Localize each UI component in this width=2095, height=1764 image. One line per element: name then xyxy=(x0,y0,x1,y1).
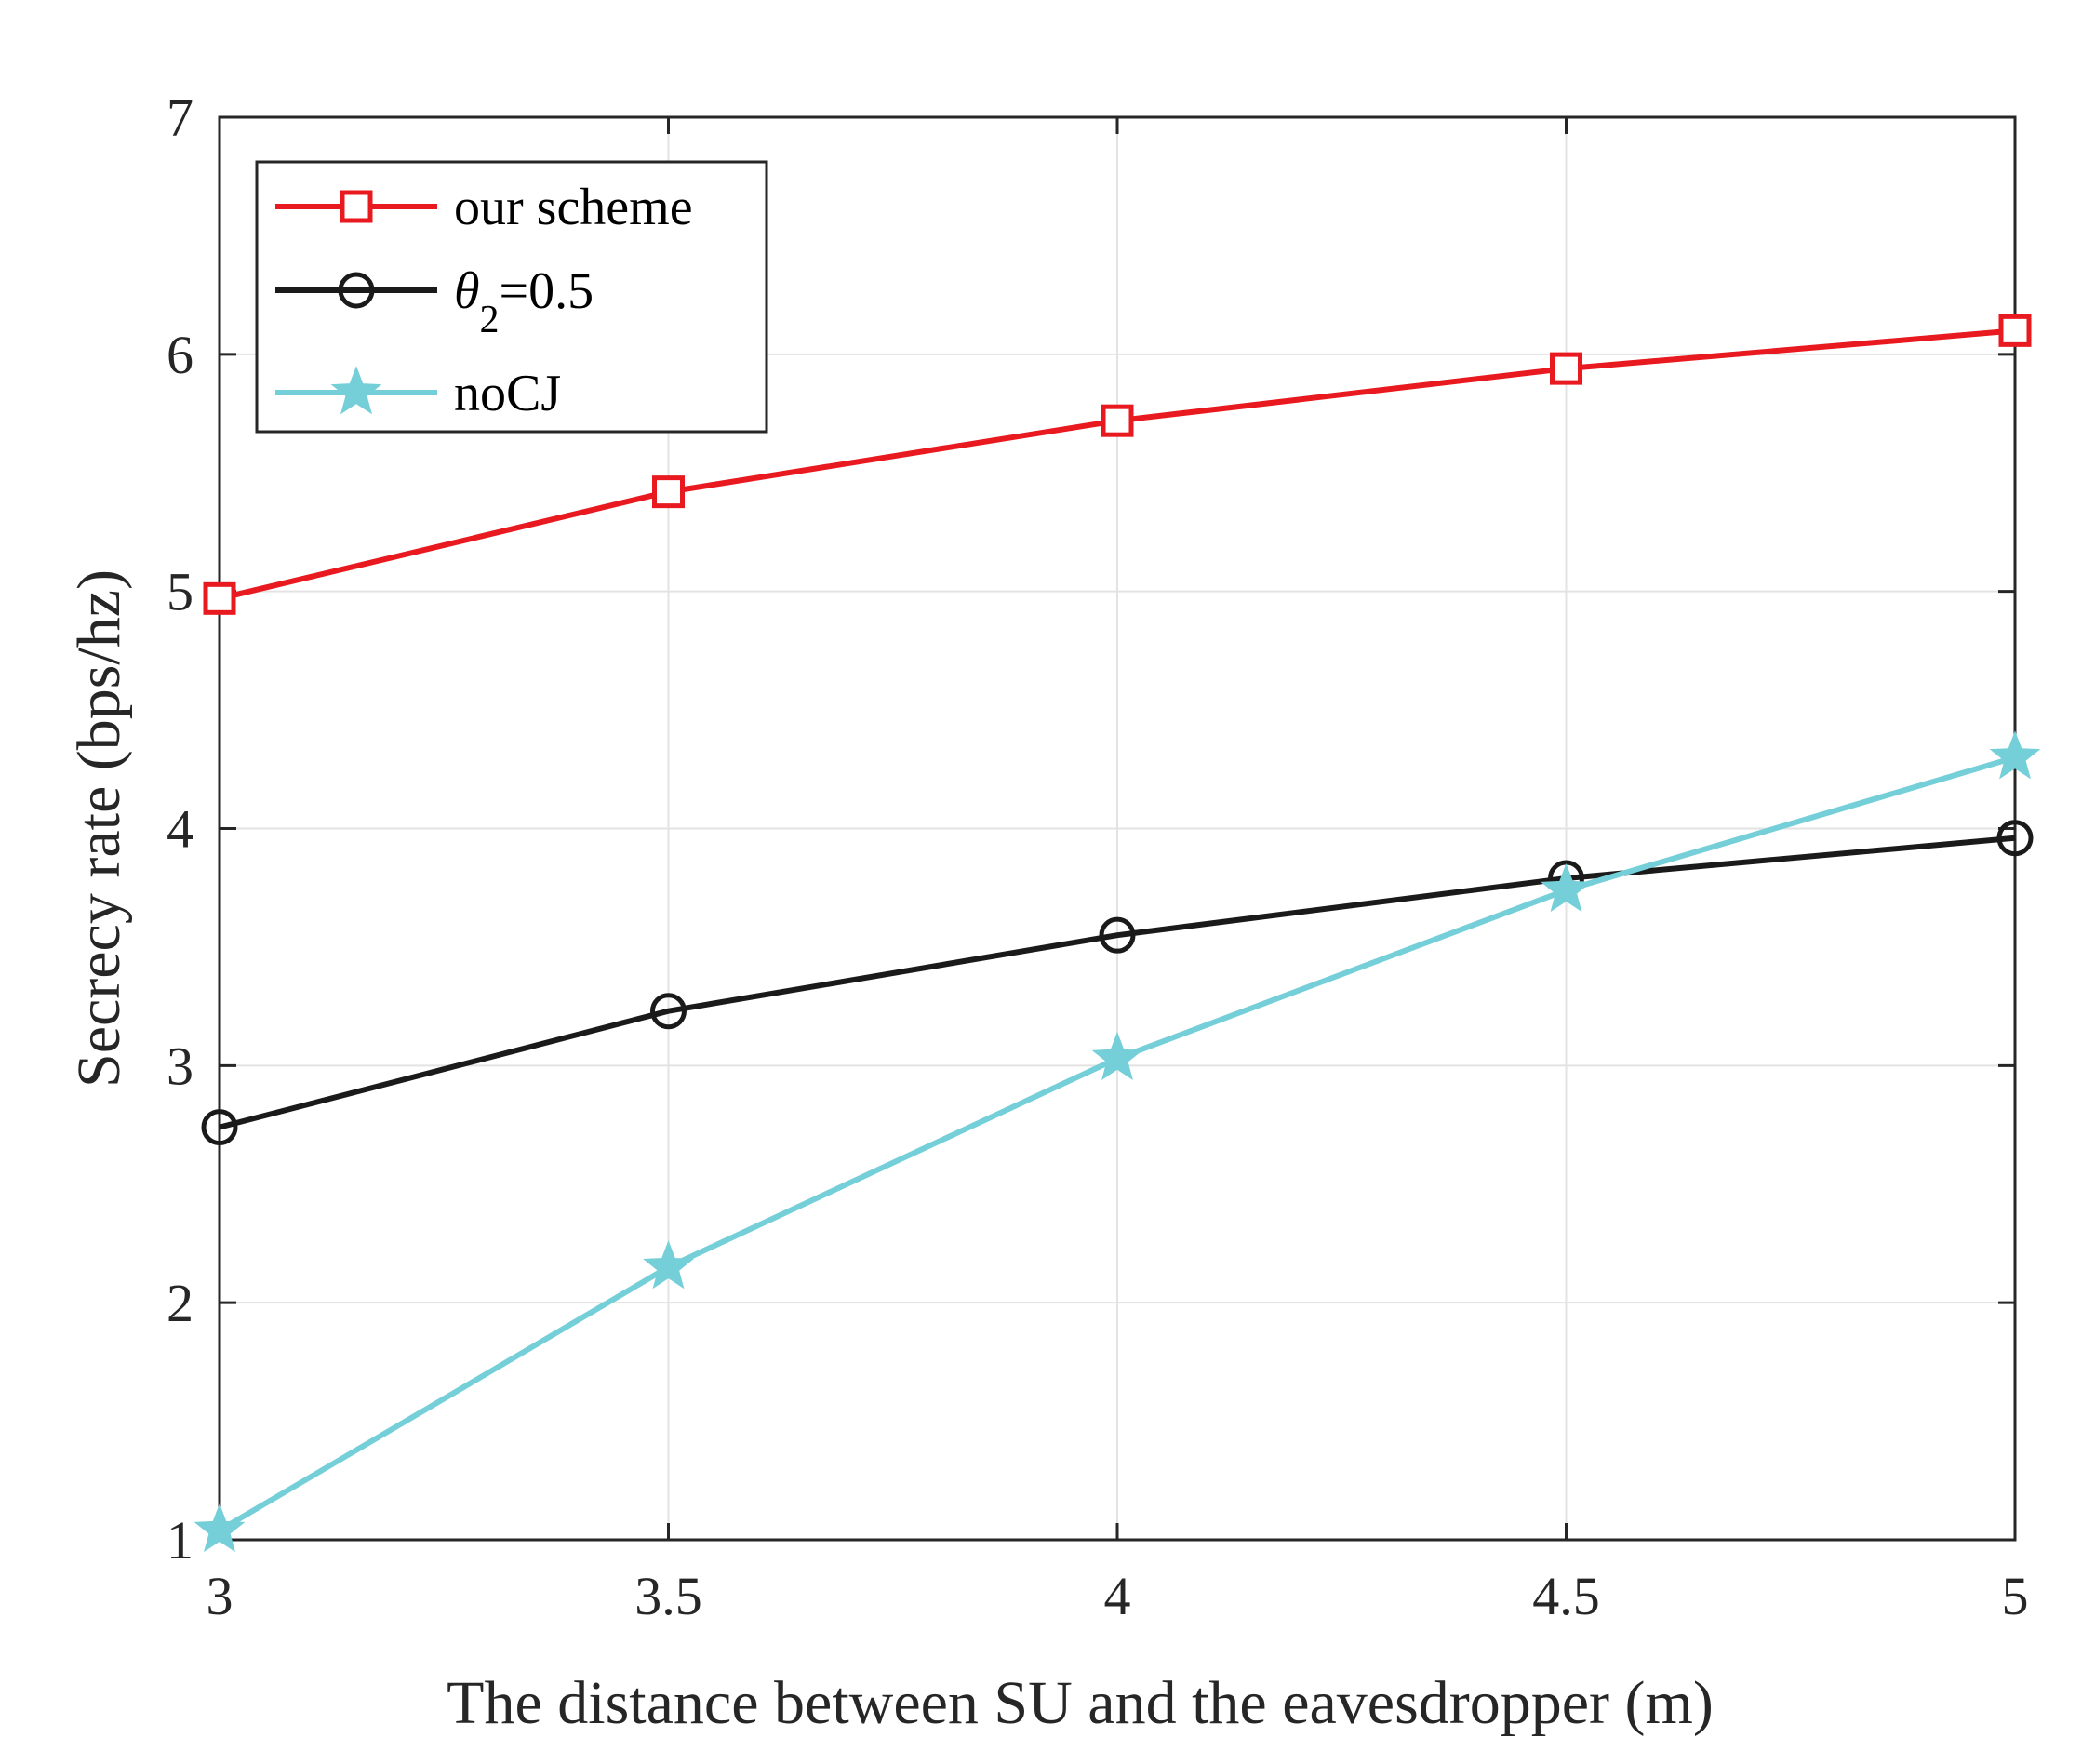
legend-marker xyxy=(338,272,375,309)
legend-marker xyxy=(330,366,382,415)
x-tick-label: 3.5 xyxy=(634,1566,702,1626)
x-tick-label: 4 xyxy=(1104,1566,1131,1626)
axis-ticks: 3 3.5 4 4.5 5 1 2 3 4 5 6 7 xyxy=(167,87,2029,1626)
y-tick-label: 5 xyxy=(167,562,193,622)
data-point xyxy=(201,1109,238,1146)
x-axis-label: The distance between SU and the eavesdro… xyxy=(447,1669,1714,1737)
data-point xyxy=(203,581,236,615)
data-point xyxy=(1541,862,1592,913)
data-series xyxy=(193,314,2041,1553)
y-tick-label: 2 xyxy=(167,1273,193,1333)
legend-label: our scheme xyxy=(454,179,693,236)
data-point xyxy=(1091,1031,1143,1080)
legend-item: our scheme xyxy=(275,179,693,236)
series-3 xyxy=(193,730,2041,1553)
data-point xyxy=(1099,916,1136,954)
y-tick-label: 3 xyxy=(167,1036,193,1096)
legend-marker xyxy=(340,190,373,223)
data-point xyxy=(643,1240,694,1290)
data-point xyxy=(1101,404,1134,437)
y-axis-label: Secrecy rate (bps/hz) xyxy=(65,569,133,1088)
x-tick-label: 5 xyxy=(2002,1566,2029,1626)
data-point xyxy=(1989,730,2041,780)
x-tick-label: 3 xyxy=(207,1566,234,1626)
y-tick-label: 4 xyxy=(167,799,193,860)
legend-item: θ2=0.5 xyxy=(275,262,594,341)
series-line xyxy=(219,835,2016,1130)
y-tick-label: 1 xyxy=(167,1510,193,1570)
data-point xyxy=(652,475,685,509)
series-1 xyxy=(203,314,2032,615)
legend-item: noCJ xyxy=(275,365,561,422)
data-point xyxy=(193,1503,246,1553)
data-point xyxy=(1996,820,2034,857)
legend-label: noCJ xyxy=(454,365,561,422)
x-tick-label: 4.5 xyxy=(1532,1566,1600,1626)
legend-label: θ2=0.5 xyxy=(454,262,594,341)
legend: our scheme θ2=0.5 noCJ xyxy=(255,160,768,434)
data-point xyxy=(650,993,687,1030)
y-tick-label: 6 xyxy=(167,325,193,385)
y-tick-label: 7 xyxy=(167,87,193,148)
data-point xyxy=(1998,314,2032,347)
data-point xyxy=(1550,352,1582,385)
